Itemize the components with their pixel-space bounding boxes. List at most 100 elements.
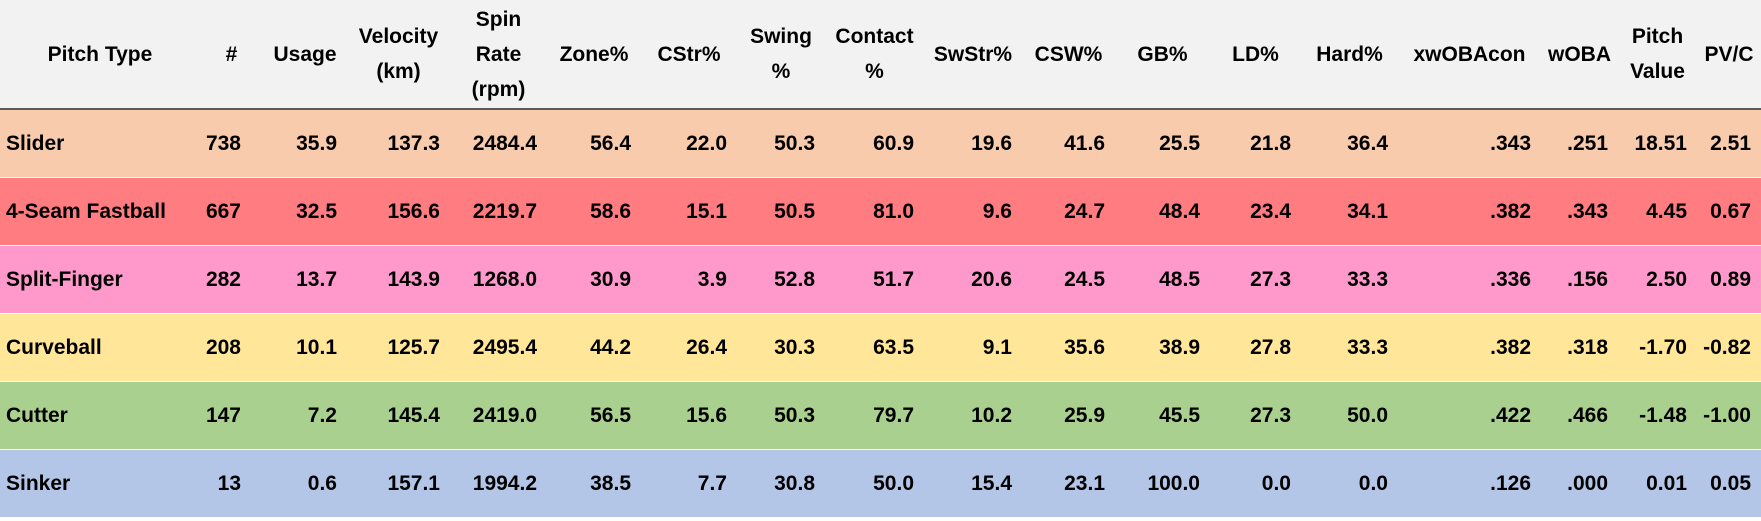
- stat-cell: -1.00: [1697, 381, 1761, 450]
- pitch-type-cell: Cutter: [0, 381, 200, 450]
- stat-cell: 56.4: [547, 108, 641, 178]
- stat-cell: 2484.4: [450, 108, 547, 178]
- stat-cell: 1994.2: [450, 449, 547, 517]
- header-pitch-value: Pitch Value: [1618, 0, 1697, 110]
- stat-cell: 58.6: [547, 177, 641, 246]
- stat-cell: 50.0: [825, 449, 924, 517]
- stat-cell: 50.3: [737, 108, 825, 178]
- table-row: Curveball 208 10.1 125.7 2495.4 44.2 26.4 30.3 6…: [0, 313, 1761, 382]
- stat-cell: .126: [1398, 449, 1541, 517]
- pitch-type-cell: Curveball: [0, 313, 200, 382]
- header-count: #: [200, 0, 263, 110]
- stat-cell: 23.4: [1210, 177, 1301, 246]
- table-row: Cutter 147 7.2 145.4 2419.0 56.5 15.6 50.3 79.7 1…: [0, 381, 1761, 450]
- stat-cell: 36.4: [1301, 108, 1398, 178]
- stat-cell: 41.6: [1022, 108, 1115, 178]
- stat-cell: 35.9: [263, 108, 347, 178]
- stat-cell: 125.7: [347, 313, 450, 382]
- stat-cell: 13: [200, 449, 263, 517]
- stat-cell: 27.3: [1210, 381, 1301, 450]
- stat-cell: 137.3: [347, 108, 450, 178]
- stat-cell: 56.5: [547, 381, 641, 450]
- pitch-type-cell: Split-Finger: [0, 245, 200, 314]
- stat-cell: 79.7: [825, 381, 924, 450]
- stat-cell: .343: [1398, 108, 1541, 178]
- header-row: Pitch Type # Usage Velocity (km) Spin Ra…: [0, 0, 1761, 110]
- stat-cell: 0.6: [263, 449, 347, 517]
- stat-cell: .318: [1541, 313, 1618, 382]
- stat-cell: 30.9: [547, 245, 641, 314]
- stat-cell: 2219.7: [450, 177, 547, 246]
- stat-cell: 7.7: [641, 449, 737, 517]
- header-pv-per-c: PV/C: [1697, 0, 1761, 110]
- header-gb-pct: GB%: [1115, 0, 1210, 110]
- stat-cell: .156: [1541, 245, 1618, 314]
- stat-cell: 38.9: [1115, 313, 1210, 382]
- stat-cell: 2495.4: [450, 313, 547, 382]
- table-row: Slider 738 35.9 137.3 2484.4 56.4 22.0 50.3 60.9…: [0, 108, 1761, 178]
- stat-cell: .422: [1398, 381, 1541, 450]
- stat-cell: 30.3: [737, 313, 825, 382]
- stat-cell: 2419.0: [450, 381, 547, 450]
- stat-cell: 10.1: [263, 313, 347, 382]
- stat-cell: 156.6: [347, 177, 450, 246]
- stat-cell: 52.8: [737, 245, 825, 314]
- table-body: Slider 738 35.9 137.3 2484.4 56.4 22.0 50.3 60.9…: [0, 108, 1761, 517]
- stat-cell: 34.1: [1301, 177, 1398, 246]
- stat-cell: 13.7: [263, 245, 347, 314]
- stat-cell: .382: [1398, 313, 1541, 382]
- stat-cell: 25.9: [1022, 381, 1115, 450]
- header-pitch-type: Pitch Type: [0, 0, 200, 110]
- stat-cell: 145.4: [347, 381, 450, 450]
- pitch-type-cell: 4-Seam Fastball: [0, 177, 200, 246]
- pitch-type-cell: Slider: [0, 108, 200, 178]
- header-csw-pct: CSW%: [1022, 0, 1115, 110]
- stat-cell: 100.0: [1115, 449, 1210, 517]
- stat-cell: 63.5: [825, 313, 924, 382]
- stat-cell: 23.1: [1022, 449, 1115, 517]
- table-row: 4-Seam Fastball 667 32.5 156.6 2219.7 58.6 15.…: [0, 177, 1761, 246]
- stat-cell: 24.7: [1022, 177, 1115, 246]
- stat-cell: 27.8: [1210, 313, 1301, 382]
- stat-cell: 51.7: [825, 245, 924, 314]
- stat-cell: 50.3: [737, 381, 825, 450]
- pitch-type-cell: Sinker: [0, 449, 200, 517]
- stat-cell: 15.4: [924, 449, 1022, 517]
- stat-cell: 4.45: [1618, 177, 1697, 246]
- stat-cell: 15.6: [641, 381, 737, 450]
- header-usage: Usage: [263, 0, 347, 110]
- stat-cell: 9.6: [924, 177, 1022, 246]
- stat-cell: 48.4: [1115, 177, 1210, 246]
- header-velocity: Velocity (km): [347, 0, 450, 110]
- stat-cell: 2.50: [1618, 245, 1697, 314]
- stat-cell: .336: [1398, 245, 1541, 314]
- stat-cell: 0.89: [1697, 245, 1761, 314]
- stat-cell: -0.82: [1697, 313, 1761, 382]
- stat-cell: 35.6: [1022, 313, 1115, 382]
- header-xwobacon: xwOBAcon: [1398, 0, 1541, 110]
- stat-cell: 21.8: [1210, 108, 1301, 178]
- stat-cell: 15.1: [641, 177, 737, 246]
- header-hard-pct: Hard%: [1301, 0, 1398, 110]
- stat-cell: 81.0: [825, 177, 924, 246]
- header-spin-rate: Spin Rate (rpm): [450, 0, 547, 110]
- stat-cell: 7.2: [263, 381, 347, 450]
- stat-cell: 143.9: [347, 245, 450, 314]
- stat-cell: .466: [1541, 381, 1618, 450]
- stat-cell: 9.1: [924, 313, 1022, 382]
- stat-cell: 0.67: [1697, 177, 1761, 246]
- stat-cell: 20.6: [924, 245, 1022, 314]
- stat-cell: 32.5: [263, 177, 347, 246]
- header-swstr-pct: SwStr%: [924, 0, 1022, 110]
- stat-cell: 27.3: [1210, 245, 1301, 314]
- stat-cell: .000: [1541, 449, 1618, 517]
- stat-cell: 45.5: [1115, 381, 1210, 450]
- stat-cell: -1.70: [1618, 313, 1697, 382]
- stat-cell: 33.3: [1301, 245, 1398, 314]
- stat-cell: 208: [200, 313, 263, 382]
- stat-cell: 1268.0: [450, 245, 547, 314]
- stat-cell: 157.1: [347, 449, 450, 517]
- stat-cell: .343: [1541, 177, 1618, 246]
- stat-cell: 30.8: [737, 449, 825, 517]
